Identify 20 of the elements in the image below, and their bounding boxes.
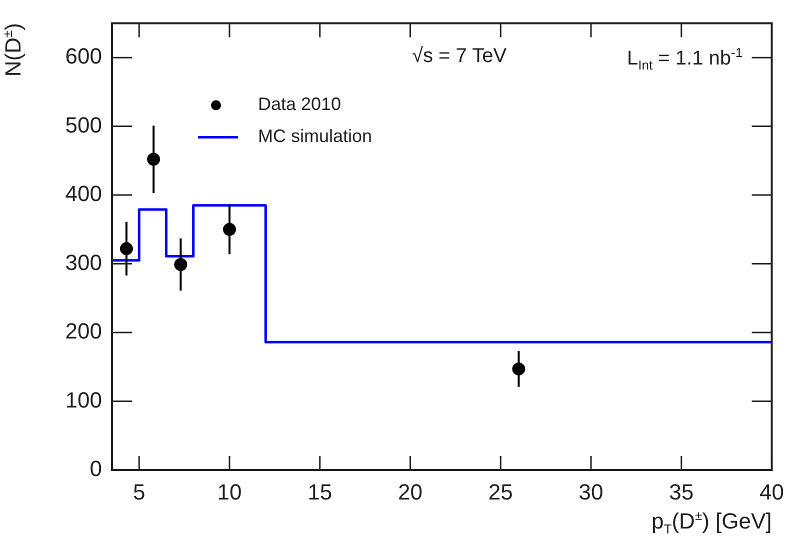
x-axis-title: p$_{T}$(D$^{±}$) [GeV] <box>652 508 772 537</box>
x-tick-label: 30 <box>578 479 604 504</box>
x-tick-label: 5 <box>132 479 146 504</box>
y-tick-label: 100 <box>65 387 102 412</box>
x-tick-label: 40 <box>760 479 784 504</box>
x-tick-label: 35 <box>669 479 694 504</box>
legend-label: MC simulation <box>258 126 372 146</box>
annotation: L$_{Int}$ = 1.1 nb$^{-1}$ <box>627 45 743 73</box>
x-tick-label: 15 <box>308 479 332 504</box>
y-tick-label: 400 <box>65 181 102 206</box>
x-tick-label: 25 <box>488 479 513 504</box>
y-tick-label: 300 <box>65 250 102 275</box>
y-tick-label: 600 <box>65 44 102 69</box>
y-tick-label: 500 <box>65 112 102 138</box>
annotation: √s = 7 TeV <box>412 45 507 68</box>
x-tick-label: 10 <box>217 479 242 504</box>
x-tick-label: 20 <box>398 479 422 504</box>
y-tick-label: 200 <box>65 318 102 344</box>
legend-label: Data 2010 <box>258 94 342 114</box>
y-tick-label: 0 <box>90 456 102 482</box>
